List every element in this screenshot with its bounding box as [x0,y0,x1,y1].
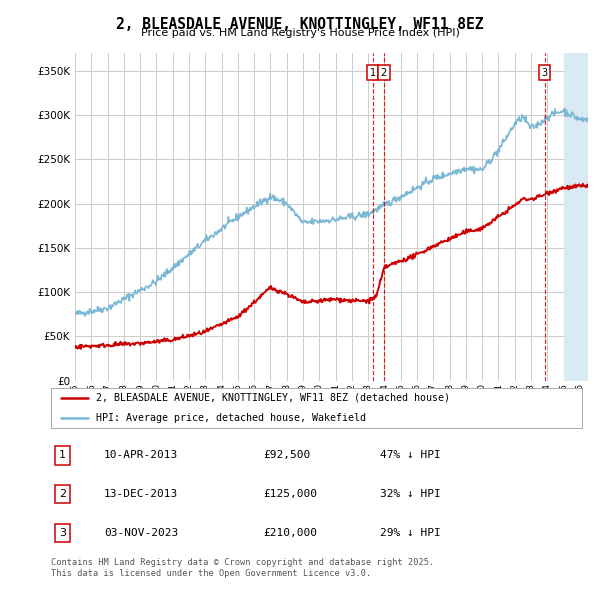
Text: 29% ↓ HPI: 29% ↓ HPI [380,528,441,538]
Text: £92,500: £92,500 [263,450,311,460]
Bar [563,53,596,381]
Text: £210,000: £210,000 [263,528,317,538]
Text: Contains HM Land Registry data © Crown copyright and database right 2025.: Contains HM Land Registry data © Crown c… [51,558,434,566]
Text: £125,000: £125,000 [263,489,317,499]
Text: Price paid vs. HM Land Registry's House Price Index (HPI): Price paid vs. HM Land Registry's House … [140,28,460,38]
Text: This data is licensed under the Open Government Licence v3.0.: This data is licensed under the Open Gov… [51,569,371,578]
Text: 3: 3 [542,68,548,77]
Text: 32% ↓ HPI: 32% ↓ HPI [380,489,441,499]
Text: 10-APR-2013: 10-APR-2013 [104,450,178,460]
Text: HPI: Average price, detached house, Wakefield: HPI: Average price, detached house, Wake… [96,413,366,422]
Text: 2, BLEASDALE AVENUE, KNOTTINGLEY, WF11 8EZ: 2, BLEASDALE AVENUE, KNOTTINGLEY, WF11 8… [116,17,484,31]
Text: 47% ↓ HPI: 47% ↓ HPI [380,450,441,460]
Text: 03-NOV-2023: 03-NOV-2023 [104,528,178,538]
Text: 2: 2 [59,489,66,499]
Text: 2: 2 [380,68,387,77]
Text: 1: 1 [370,68,376,77]
Text: 3: 3 [59,528,66,538]
Text: 13-DEC-2013: 13-DEC-2013 [104,489,178,499]
Text: 2, BLEASDALE AVENUE, KNOTTINGLEY, WF11 8EZ (detached house): 2, BLEASDALE AVENUE, KNOTTINGLEY, WF11 8… [96,393,450,402]
Text: 1: 1 [59,450,66,460]
